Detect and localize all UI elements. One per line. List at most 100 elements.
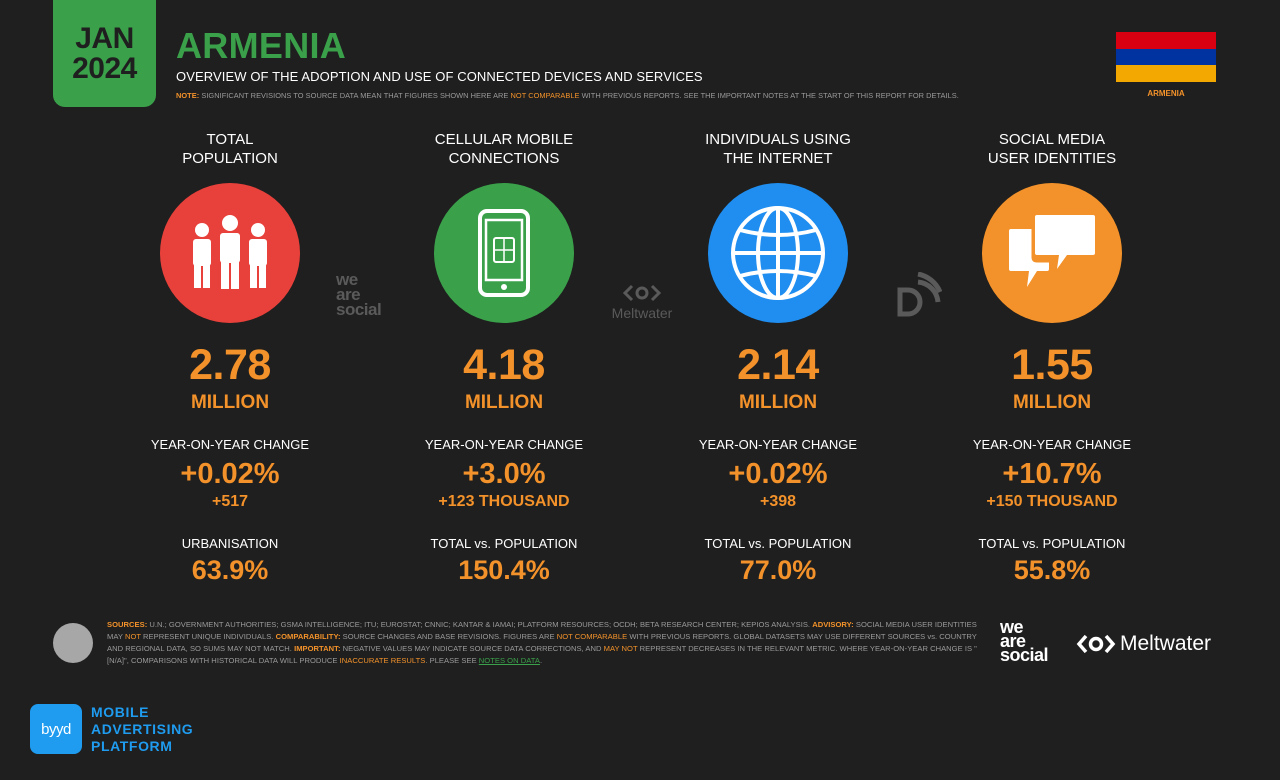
- watermark-meltwater-text: Meltwater: [611, 305, 673, 321]
- change-label: YEAR-ON-YEAR CHANGE: [698, 437, 858, 452]
- stat-card-social: SOCIAL MEDIA USER IDENTITIES 1.55 MILLIO…: [932, 130, 1172, 585]
- change-percent: +0.02%: [728, 458, 828, 490]
- extra-label: URBANISATION: [181, 536, 279, 551]
- sources-text-7: REPRESENT DECREASES IN THE RELEVANT METR…: [107, 644, 977, 665]
- stat-heading-line1: CELLULAR MOBILE: [434, 131, 574, 148]
- logo-we: we: [1000, 617, 1024, 637]
- footer-grey-circle: [53, 623, 93, 663]
- change-label: YEAR-ON-YEAR CHANGE: [150, 437, 310, 452]
- note-key: NOTE:: [176, 91, 200, 100]
- note-text-a: SIGNIFICANT REVISIONS TO SOURCE DATA MEA…: [199, 91, 511, 100]
- sources-text-3: REPRESENT UNIQUE INDIVIDUALS.: [140, 632, 276, 641]
- header-note: NOTE: SIGNIFICANT REVISIONS TO SOURCE DA…: [176, 91, 959, 100]
- sources-text-5: WITH PREVIOUS REPORTS. GLOBAL DATASETS M…: [107, 632, 977, 653]
- extra-label: TOTAL vs. POPULATION: [704, 536, 852, 551]
- chat-bubbles-icon: [982, 183, 1122, 323]
- change-label: YEAR-ON-YEAR CHANGE: [972, 437, 1132, 452]
- note-text-b: WITH PREVIOUS REPORTS. SEE THE IMPORTANT…: [579, 91, 959, 100]
- globe-icon: [708, 183, 848, 323]
- flag-stripe-orange: [1116, 65, 1216, 82]
- extra-label: TOTAL vs. POPULATION: [430, 536, 578, 551]
- stat-unit: MILLION: [1012, 392, 1092, 413]
- sources-text-6: NEGATIVE VALUES MAY INDICATE SOURCE DATA…: [340, 644, 604, 653]
- we-are-social-watermark: we are social: [336, 270, 382, 319]
- byyd-line2: ADVERTISING: [91, 721, 194, 737]
- comparability-key: COMPARABILITY:: [275, 632, 341, 641]
- page-title: ARMENIA: [176, 25, 347, 66]
- change-percent: +10.7%: [1002, 458, 1102, 490]
- extra-label: TOTAL vs. POPULATION: [978, 536, 1126, 551]
- meltwater-logo-icon: [1076, 634, 1116, 654]
- stat-heading-line2: CONNECTIONS: [448, 150, 560, 167]
- stat-heading-line1: SOCIAL MEDIA: [998, 131, 1106, 148]
- armenia-flag-icon: [1116, 32, 1216, 82]
- meltwater-logo-text: Meltwater: [1120, 632, 1212, 655]
- people-icon: [160, 183, 300, 323]
- meltwater-mark-icon: [622, 284, 662, 302]
- change-absolute: +123 THOUSAND: [438, 493, 570, 510]
- data-reportal-watermark-icon: [896, 271, 943, 323]
- sources-text-4: SOURCE CHANGES AND BASE REVISIONS. FIGUR…: [340, 632, 557, 641]
- stat-heading-line2: POPULATION: [182, 150, 278, 167]
- change-percent: +3.0%: [462, 458, 546, 490]
- sources-highlight-4: INACCURATE RESULTS: [339, 656, 426, 665]
- sources-highlight-3: MAY NOT: [603, 644, 638, 653]
- stat-value: 2.78: [189, 341, 271, 389]
- stat-heading-line1: TOTAL: [206, 131, 254, 148]
- sources-key: SOURCES:: [107, 620, 148, 629]
- stat-unit: MILLION: [464, 392, 544, 413]
- flag-stripe-blue: [1116, 48, 1216, 66]
- date-badge: JAN 2024: [53, 0, 156, 107]
- watermark-we: we: [336, 270, 358, 289]
- page-subtitle: OVERVIEW OF THE ADOPTION AND USE OF CONN…: [176, 69, 703, 84]
- stat-heading-line2: THE INTERNET: [723, 150, 833, 167]
- stat-heading: SOCIAL MEDIA USER IDENTITIES: [988, 130, 1116, 174]
- notes-on-data-link[interactable]: NOTES ON DATA: [478, 656, 540, 665]
- meltwater-watermark: Meltwater: [604, 284, 680, 321]
- sources-text: SOURCES: U.N.; GOVERNMENT AUTHORITIES; G…: [107, 619, 977, 667]
- change-label: YEAR-ON-YEAR CHANGE: [424, 437, 584, 452]
- stat-heading-line2: USER IDENTITIES: [987, 150, 1117, 167]
- stat-heading: INDIVIDUALS USING THE INTERNET: [705, 130, 851, 174]
- change-absolute: +517: [211, 493, 249, 510]
- watermark-are: are: [336, 285, 361, 304]
- sources-text-9: .: [539, 656, 543, 665]
- extra-value: 77.0%: [739, 555, 817, 585]
- we-are-social-logo: we are social: [1000, 617, 1049, 665]
- change-percent: +0.02%: [180, 458, 280, 490]
- stat-card-mobile: CELLULAR MOBILE CONNECTIONS 4.18 MILLION…: [384, 130, 624, 585]
- advisory-key: ADVISORY:: [812, 620, 854, 629]
- extra-value: 150.4%: [458, 555, 550, 585]
- sources-highlight-1: NOT: [124, 632, 141, 641]
- watermark-social: social: [336, 300, 382, 319]
- stat-card-internet: INDIVIDUALS USING THE INTERNET 2.14 MILL…: [658, 130, 898, 585]
- change-absolute: +150 THOUSAND: [986, 493, 1118, 510]
- important-key: IMPORTANT:: [294, 644, 341, 653]
- stat-heading-line1: INDIVIDUALS USING: [705, 131, 851, 148]
- mobile-phone-icon: [434, 183, 574, 323]
- stat-unit: MILLION: [738, 392, 818, 413]
- byyd-logo: byyd: [30, 704, 82, 754]
- stat-value: 2.14: [737, 341, 819, 389]
- flag-stripe-red: [1116, 32, 1216, 49]
- extra-value: 55.8%: [1013, 555, 1091, 585]
- sources-text-1: U.N.; GOVERNMENT AUTHORITIES; GSMA INTEL…: [147, 620, 813, 629]
- byyd-line1: MOBILE: [91, 704, 150, 720]
- stat-heading: TOTAL POPULATION: [182, 130, 278, 174]
- date-month: JAN: [75, 21, 134, 55]
- flag-label: ARMENIA: [1147, 89, 1185, 98]
- sources-text-2: SOCIAL MEDIA USER IDENTITIES MAY: [107, 620, 977, 641]
- byyd-tagline: MOBILE ADVERTISING PLATFORM: [91, 704, 193, 755]
- logo-social: social: [1000, 645, 1049, 665]
- stat-unit: MILLION: [190, 392, 270, 413]
- stat-card-population: TOTAL POPULATION 2.78 MILLION YEAR-ON-YE…: [110, 130, 350, 585]
- change-absolute: +398: [759, 493, 797, 510]
- stat-heading: CELLULAR MOBILE CONNECTIONS: [435, 130, 573, 174]
- stat-value: 1.55: [1011, 341, 1093, 389]
- logo-are: are: [1000, 631, 1026, 651]
- stat-value: 4.18: [463, 341, 545, 389]
- date-year: 2024: [72, 51, 137, 85]
- sources-text-8: . PLEASE SEE: [425, 656, 479, 665]
- note-highlight: NOT COMPARABLE: [510, 91, 580, 100]
- extra-value: 63.9%: [191, 555, 269, 585]
